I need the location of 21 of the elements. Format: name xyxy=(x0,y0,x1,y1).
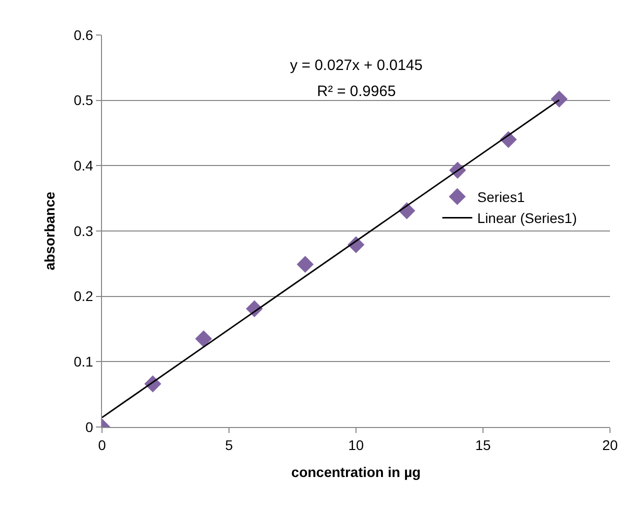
y-tick-label: 0.1 xyxy=(74,354,94,370)
point xyxy=(296,256,314,273)
point xyxy=(550,90,568,108)
y-tick-label: 0.5 xyxy=(74,92,94,108)
annotation: R² = 0.9965 xyxy=(317,83,396,100)
x-tick-label: 15 xyxy=(475,436,491,453)
y-tick-label: 0.6 xyxy=(74,26,94,43)
legend-label: Series1 xyxy=(477,189,525,206)
annotation: y = 0.027x + 0.0145 xyxy=(290,57,423,74)
y-tick-label: 0 xyxy=(85,418,94,435)
x-tick-label: 20 xyxy=(602,436,618,453)
legend-label: Linear (Series1) xyxy=(477,210,577,226)
y-tick-label: 0.3 xyxy=(74,222,94,239)
y-axis-title: absorbance xyxy=(41,191,58,270)
y-tick-label: 0.4 xyxy=(74,158,94,174)
x-tick-label: 0 xyxy=(98,436,106,453)
y-tick-label: 0.2 xyxy=(74,288,94,304)
x-tick-label: 5 xyxy=(225,436,234,453)
x-tick-label: 10 xyxy=(348,436,364,453)
point xyxy=(195,330,212,348)
x-axis-title: concentration in µg xyxy=(291,464,421,480)
